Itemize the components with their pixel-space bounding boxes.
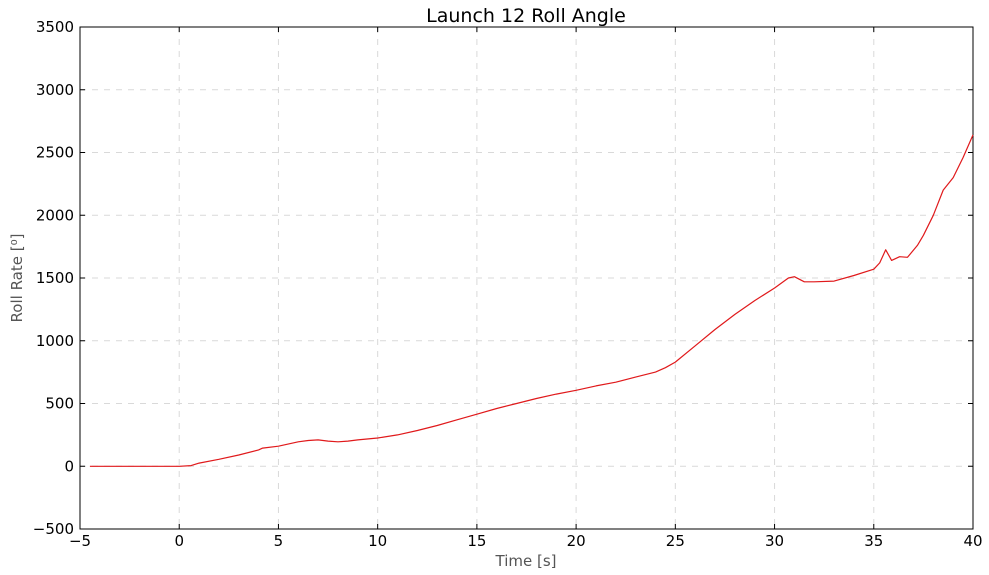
- y-tick-label: 1000: [36, 332, 74, 350]
- grid: [80, 27, 973, 529]
- x-tick-label: 35: [864, 532, 883, 550]
- series-layer: [89, 134, 974, 467]
- x-tick-label: 5: [274, 532, 284, 550]
- y-tick-label: 3000: [36, 81, 74, 99]
- axis-ticks: −5 0 5 10 15 20 25 30 35 40 −500 0 500 1000 1500 2000 25…: [33, 18, 983, 550]
- x-tick-label: 15: [467, 532, 486, 550]
- roll-rate-line: [89, 134, 974, 467]
- chart-title: Launch 12 Roll Angle: [426, 5, 626, 27]
- y-tick-label: 1500: [36, 269, 74, 287]
- y-tick-label: 3500: [36, 18, 74, 36]
- x-axis-label: Time [s]: [495, 552, 557, 570]
- y-tick-label: −500: [33, 520, 74, 538]
- y-tick-label: 0: [64, 457, 74, 475]
- x-tick-label: −5: [69, 532, 91, 550]
- y-tick-label: 2000: [36, 206, 74, 224]
- x-tick-label: 20: [567, 532, 586, 550]
- x-tick-label: 30: [765, 532, 784, 550]
- y-axis-label: Roll Rate [⁰]: [8, 234, 26, 323]
- x-tick-label: 25: [666, 532, 685, 550]
- y-tick-label: 2500: [36, 144, 74, 162]
- x-tick-label: 0: [174, 532, 184, 550]
- y-tick-label: 500: [45, 395, 74, 413]
- x-tick-label: 10: [368, 532, 387, 550]
- x-tick-label: 40: [963, 532, 982, 550]
